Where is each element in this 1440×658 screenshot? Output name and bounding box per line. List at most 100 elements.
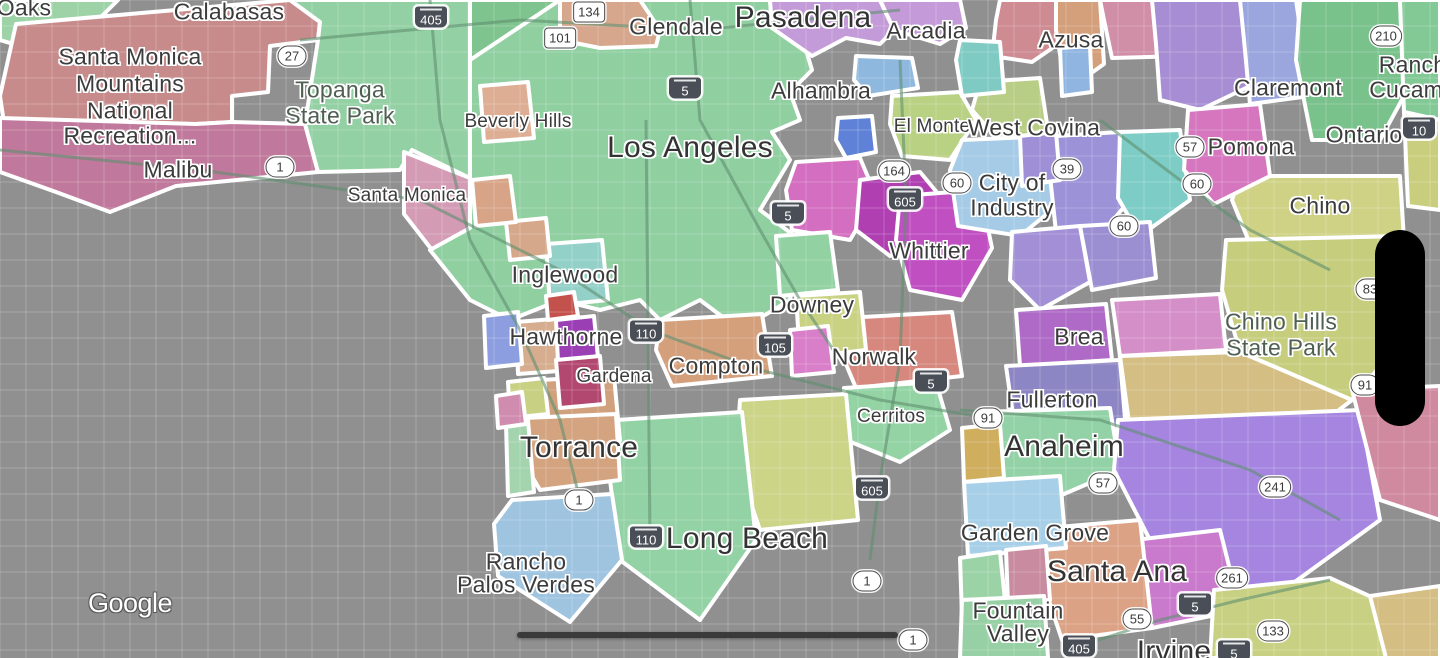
vertical-scrollbar-thumb[interactable] [1375, 230, 1425, 426]
highway-shield-164[interactable]: 164 [878, 160, 910, 182]
map-label-azusa[interactable]: Azusa [1038, 26, 1104, 53]
highway-shield-91[interactable]: 91 [1350, 374, 1380, 396]
region-inglewood-teal[interactable] [544, 238, 610, 308]
region-pv-pink[interactable] [494, 390, 528, 430]
map-label-santa-monica[interactable]: Santa Monica [58, 43, 202, 70]
highway-shield-110[interactable]: 110 [629, 525, 663, 549]
map-label-inglewood[interactable]: Inglewood [511, 261, 619, 288]
map-label-arcadia[interactable]: Arcadia [886, 17, 966, 44]
highway-shield-105[interactable]: 105 [758, 333, 792, 357]
map-label-calabasas[interactable]: Calabasas [173, 0, 285, 25]
map-label-cucam[interactable]: Cucam... [1369, 76, 1440, 103]
region-anaheim-tan[interactable] [960, 422, 1006, 484]
map-label-torrance[interactable]: Torrance [519, 431, 639, 464]
map-label-los-angeles[interactable]: Los Angeles [607, 131, 773, 164]
highway-shield-5[interactable]: 5 [914, 369, 948, 393]
region-rancho-cuca[interactable] [1398, 0, 1440, 122]
highway-shield-1[interactable]: 1 [852, 570, 882, 592]
map-label-gardena[interactable]: Gardena [576, 366, 652, 387]
map-label-rancho[interactable]: Rancho [1378, 51, 1440, 78]
map-label-rancho[interactable]: Rancho [485, 548, 567, 575]
map-label-beverly-hills[interactable]: Beverly Hills [464, 111, 572, 132]
map-label-cerritos[interactable]: Cerritos [856, 406, 926, 427]
highway-shield-101[interactable]: 101 [544, 27, 576, 49]
map-label-topanga[interactable]: Topanga [295, 76, 385, 103]
region-downey-green[interactable] [774, 230, 840, 298]
map-label-norwalk[interactable]: Norwalk [831, 343, 917, 370]
highway-shield-405[interactable]: 405 [1062, 634, 1096, 658]
map-label-valley[interactable]: Valley [986, 620, 1050, 647]
region-claremont-blue[interactable] [1238, 0, 1312, 106]
highway-shield-605[interactable]: 605 [888, 187, 922, 211]
map-label-irvine[interactable]: Irvine [1136, 635, 1212, 658]
region-la-city-main[interactable] [428, 0, 814, 332]
region-garden-grove-blue[interactable] [962, 474, 1068, 558]
map-label-state-park[interactable]: State Park [1226, 334, 1336, 361]
map-label-chino-hills[interactable]: Chino Hills [1224, 308, 1338, 335]
map-label-recreation[interactable]: Recreation... [63, 122, 197, 149]
region-inglewood-red[interactable] [544, 290, 580, 322]
highway-shield-57[interactable]: 57 [1175, 136, 1205, 158]
region-baldwin-blue[interactable] [1058, 44, 1094, 98]
map-label-brea[interactable]: Brea [1054, 323, 1104, 350]
map-label-pomona[interactable]: Pomona [1207, 133, 1295, 160]
map-label-long-beach[interactable]: Long Beach [665, 522, 829, 555]
map-label-glendale[interactable]: Glendale [629, 13, 723, 40]
map-label-alhambra[interactable]: Alhambra [770, 77, 872, 104]
highway-shield-60[interactable]: 60 [942, 172, 972, 194]
region-west-hollywood-tan[interactable] [470, 174, 518, 228]
highway-shield-60[interactable]: 60 [1109, 215, 1139, 237]
map-label-state-park[interactable]: State Park [285, 102, 395, 129]
map-label-mountains[interactable]: Mountains [76, 70, 184, 97]
region-monterey-pk-magenta[interactable] [784, 156, 878, 242]
highway-shield-133[interactable]: 133 [1257, 620, 1289, 642]
map-label-city-of[interactable]: City of [978, 169, 1046, 196]
region-beverly-hills-tan[interactable] [478, 80, 536, 144]
highway-shield-91[interactable]: 91 [973, 407, 1003, 429]
highway-shield-134[interactable]: 134 [573, 1, 605, 23]
map-label-anaheim[interactable]: Anaheim [1004, 430, 1124, 463]
map-label-west-covina[interactable]: West Covina [967, 114, 1101, 141]
map-label-el-monte[interactable]: El Monte [893, 116, 971, 137]
region-brea-pink[interactable] [1110, 292, 1228, 358]
region-fountain-valley-grn[interactable] [958, 594, 1050, 658]
map-label-hawthorne[interactable]: Hawthorne [509, 323, 623, 350]
map-label-santa-monica[interactable]: Santa Monica [347, 185, 467, 206]
highway-shield-39[interactable]: 39 [1052, 158, 1082, 180]
map-label-claremont[interactable]: Claremont [1234, 74, 1342, 101]
highway-shield-1[interactable]: 1 [564, 489, 594, 511]
region-hacienda-purple[interactable] [1008, 224, 1092, 312]
map-label-chino[interactable]: Chino [1289, 192, 1351, 219]
highway-shield-5[interactable]: 5 [1178, 592, 1212, 616]
map-label-santa-ana[interactable]: Santa Ana [1046, 555, 1188, 588]
highway-shield-5[interactable]: 5 [1217, 639, 1251, 658]
highway-shield-261[interactable]: 261 [1216, 567, 1248, 589]
map-label-garden-grove[interactable]: Garden Grove [960, 519, 1110, 546]
region-arcadia[interactable] [990, 0, 1066, 64]
highway-shield-1[interactable]: 1 [265, 156, 295, 178]
region-elsegundo-blue[interactable] [482, 310, 524, 370]
map-label-ontario[interactable]: Ontario [1325, 121, 1403, 148]
map-label-industry[interactable]: Industry [970, 194, 1054, 221]
map-label-pasadena[interactable]: Pasadena [734, 1, 872, 34]
highway-shield-60[interactable]: 60 [1182, 173, 1212, 195]
region-fountain-valley-pink[interactable] [1004, 544, 1052, 606]
highway-shield-55[interactable]: 55 [1122, 608, 1152, 630]
region-pasadena-purple2[interactable] [878, 0, 968, 46]
highway-shield-5[interactable]: 5 [771, 201, 805, 225]
region-lawndale-magenta[interactable] [554, 354, 606, 410]
region-diamond-bar-teal[interactable] [1116, 128, 1192, 238]
highway-shield-405[interactable]: 405 [414, 5, 448, 29]
highway-shield-1[interactable]: 1 [898, 629, 928, 651]
highway-shield-57[interactable]: 57 [1088, 472, 1118, 494]
region-covina-purple[interactable] [1018, 130, 1062, 188]
map-label-fullerton[interactable]: Fullerton [1006, 386, 1098, 413]
map-label-malibu[interactable]: Malibu [143, 156, 213, 183]
map-label-downey[interactable]: Downey [769, 291, 855, 318]
highway-shield-27[interactable]: 27 [277, 45, 307, 67]
highway-shield-241[interactable]: 241 [1259, 476, 1291, 498]
map-label-national[interactable]: National [87, 97, 173, 124]
map-label-palos-verdes[interactable]: Palos Verdes [457, 571, 595, 598]
highway-shield-10[interactable]: 10 [1402, 116, 1436, 140]
